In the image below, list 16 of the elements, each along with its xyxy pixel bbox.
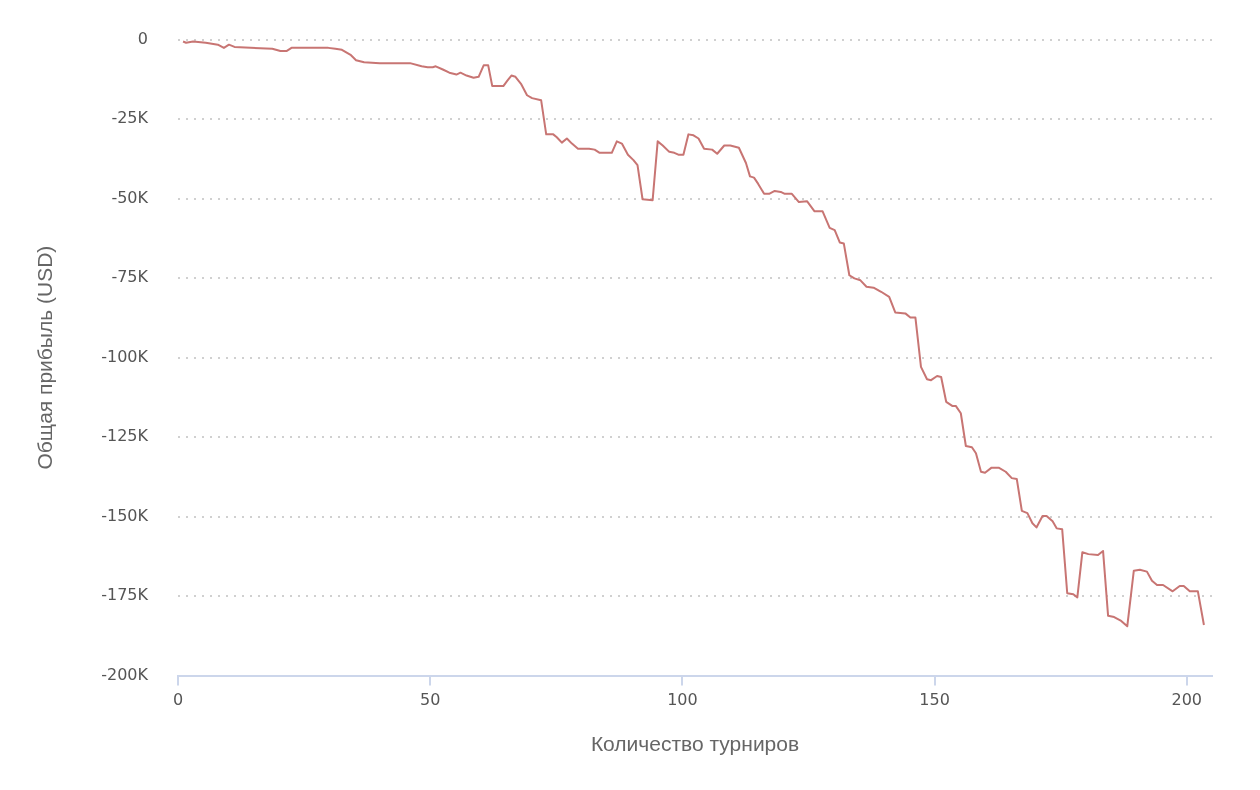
y-tick-label: -50K (111, 187, 149, 207)
x-tick-label: 0 (172, 690, 184, 710)
x-tick-label: 150 (919, 690, 950, 710)
y-tick-label: -125K (101, 426, 149, 446)
x-axis-title: Количество турниров (590, 732, 800, 756)
y-tick-label: 0 (137, 28, 148, 48)
y-tick-label: -200K (101, 664, 149, 684)
y-tick-label: -175K (101, 585, 149, 605)
y-tick-label: -100K (101, 346, 149, 366)
y-tick-label: -75K (111, 267, 149, 287)
x-tick-label: 50 (420, 690, 441, 710)
y-axis-title: Общая прибыль (USD) (33, 245, 57, 470)
x-tick-label: 100 (667, 690, 698, 710)
y-tick-label: -25K (111, 108, 149, 128)
x-tick-label: 200 (1171, 690, 1203, 710)
y-tick-label: -150K (101, 505, 149, 525)
